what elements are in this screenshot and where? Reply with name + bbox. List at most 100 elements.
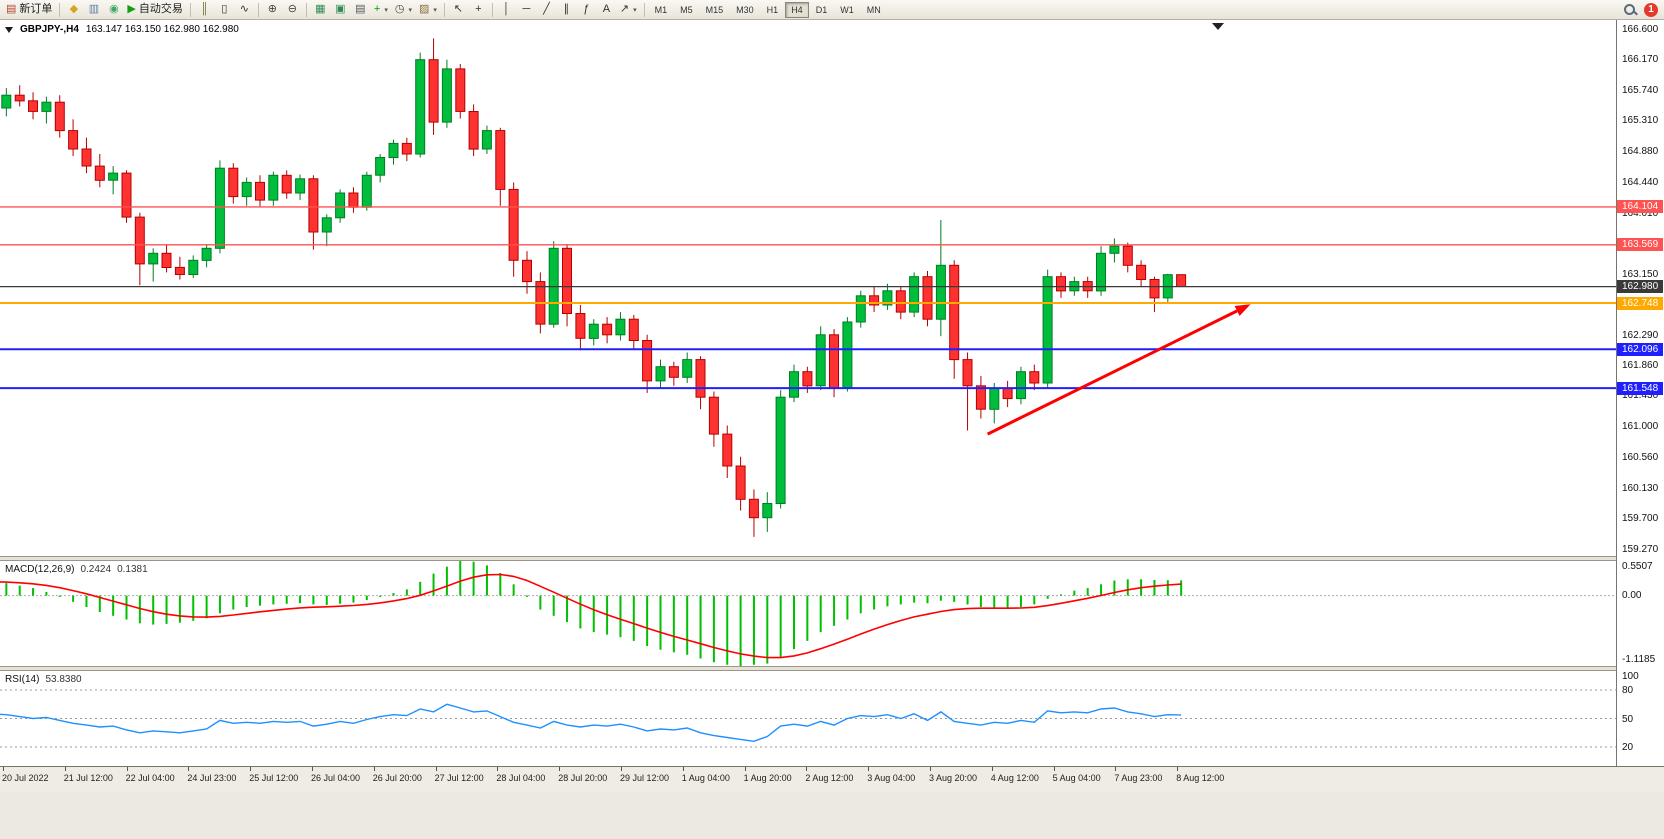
candle-body	[68, 130, 79, 150]
periods-icon: ◷	[394, 3, 405, 15]
horizontal-line-button[interactable]: ─	[517, 1, 536, 18]
fibonacci-icon: ƒ	[583, 3, 590, 15]
timeframe-M15[interactable]: M15	[700, 2, 730, 18]
channel-icon: ∥	[563, 3, 570, 15]
chart-shift-marker[interactable]	[1212, 23, 1224, 30]
bar-chart-button[interactable]: ║	[195, 1, 214, 18]
time-tick-label: 24 Jul 23:00	[187, 773, 237, 783]
trendline-button[interactable]: ╱	[537, 1, 556, 18]
candlestick-chart-button[interactable]: ▯	[215, 1, 234, 18]
vertical-line-button[interactable]: │	[497, 1, 516, 18]
autotrading-button[interactable]: ▶ 自动交易	[124, 1, 185, 18]
new-chart-icon: ▣	[335, 3, 346, 15]
timeframe-M30[interactable]: M30	[730, 2, 760, 18]
price-tick: 163.150	[1622, 268, 1659, 280]
macd-axis-tick: 0.5507	[1622, 561, 1653, 572]
candle-body	[909, 276, 920, 313]
candle-body	[695, 359, 706, 398]
chart-expander-icon[interactable]	[5, 26, 13, 33]
time-tick-mark	[312, 767, 313, 771]
rsi-canvas[interactable]	[0, 671, 1616, 766]
candle-body	[121, 172, 132, 218]
zoom-in-button[interactable]: ⊕	[263, 1, 282, 18]
notification-badge[interactable]: 1	[1644, 2, 1658, 17]
trend-arrow[interactable]	[986, 304, 1251, 436]
indicators-button[interactable]: + ▾	[371, 1, 391, 18]
search-icon[interactable]	[1623, 3, 1637, 17]
time-tick-label: 20 Jul 2022	[2, 773, 49, 783]
candle-body	[842, 321, 853, 389]
timeframe-W1[interactable]: W1	[834, 2, 860, 18]
panel-splitter[interactable]	[0, 556, 1664, 561]
timeframe-H4[interactable]: H4	[785, 1, 809, 18]
channel-button[interactable]: ∥	[557, 1, 576, 18]
candle-body	[575, 313, 586, 339]
new-order-button-label: 新订单	[19, 3, 53, 15]
price-tick: 166.600	[1622, 23, 1659, 35]
candle-body	[642, 340, 653, 382]
new-order-button[interactable]: ▤ 新订单	[3, 1, 55, 18]
timeframe-M5[interactable]: M5	[674, 2, 699, 18]
arrows-button[interactable]: ↗ ▾	[617, 1, 640, 18]
data-window-icon: ◉	[109, 3, 119, 15]
cursor-button[interactable]: ↖	[449, 1, 468, 18]
indicators-icon: +	[373, 3, 381, 15]
candle-body	[81, 148, 92, 167]
price-axis[interactable]: 166.600 166.170 165.740 165.310 164.880 164.4…	[1616, 20, 1664, 766]
time-tick-mark	[806, 767, 808, 771]
candle-body	[722, 433, 733, 467]
zoom-out-button[interactable]: ⊖	[283, 1, 302, 18]
candle-body	[1056, 276, 1066, 292]
macd-signal-line	[0, 573, 1182, 659]
macd-indicator-label: MACD(12,26,9) 0.2424 0.1381	[5, 564, 148, 575]
candle-body	[775, 396, 786, 505]
text-button[interactable]: A	[597, 1, 616, 18]
timeframe-MN[interactable]: MN	[861, 2, 887, 18]
candle-body	[1149, 279, 1160, 299]
toolbar-separator	[491, 2, 493, 17]
templates-button[interactable]: ▨ ▾	[416, 1, 440, 18]
caret-down-icon: ▾	[633, 6, 637, 14]
fibonacci-button[interactable]: ƒ	[577, 1, 596, 18]
time-tick-label: 2 Aug 12:00	[805, 773, 854, 783]
panel-splitter[interactable]	[0, 666, 1664, 671]
candle-body	[495, 130, 506, 190]
price-tick: 159.270	[1622, 543, 1659, 555]
chart-list-button[interactable]: ▤	[351, 1, 370, 18]
macd-axis-tick: -1.1185	[1622, 654, 1656, 665]
timeframe-D1[interactable]: D1	[810, 2, 834, 18]
toolbar-separator	[59, 2, 61, 17]
time-tick-mark	[559, 767, 561, 771]
toolbar-right: 1	[1623, 2, 1661, 17]
candle-body	[1176, 274, 1187, 287]
macd-canvas[interactable]	[0, 561, 1616, 666]
price-tag: 162.980	[1617, 280, 1663, 294]
price-chart-panel[interactable]	[0, 20, 1616, 556]
data-window-button[interactable]: ◉	[104, 1, 123, 18]
time-tick-mark	[1177, 767, 1179, 771]
caret-down-icon: ▾	[384, 6, 388, 14]
time-tick-mark	[250, 767, 252, 771]
time-tick-label: 28 Jul 20:00	[558, 773, 608, 783]
line-chart-button[interactable]: ∿	[235, 1, 254, 18]
crosshair-button[interactable]: +	[469, 1, 488, 18]
price-chart-canvas[interactable]	[0, 20, 1616, 556]
price-tick: 166.170	[1622, 54, 1659, 66]
time-axis[interactable]: 20 Jul 2022 21 Jul 12:00 22 Jul 04:00 24 Ju…	[0, 766, 1664, 792]
new-chart-button[interactable]: ▣	[331, 1, 350, 18]
crosshair-icon: +	[475, 3, 482, 15]
timeframe-H1[interactable]: H1	[761, 2, 785, 18]
market-watch-button[interactable]: ▥	[84, 1, 103, 18]
candle-body	[588, 323, 599, 339]
chart-profiles-button[interactable]: ◆	[64, 1, 83, 18]
price-tick: 164.880	[1622, 145, 1659, 157]
price-tag: 164.104	[1617, 200, 1663, 214]
candle-body	[241, 181, 252, 198]
timeframe-M1[interactable]: M1	[649, 2, 674, 18]
rsi-name: RSI(14)	[5, 674, 40, 685]
periods-button[interactable]: ◷ ▾	[392, 1, 415, 18]
candle-body	[94, 165, 105, 181]
time-tick-label: 4 Aug 12:00	[990, 773, 1039, 783]
tile-windows-button[interactable]: ▦	[311, 1, 330, 18]
